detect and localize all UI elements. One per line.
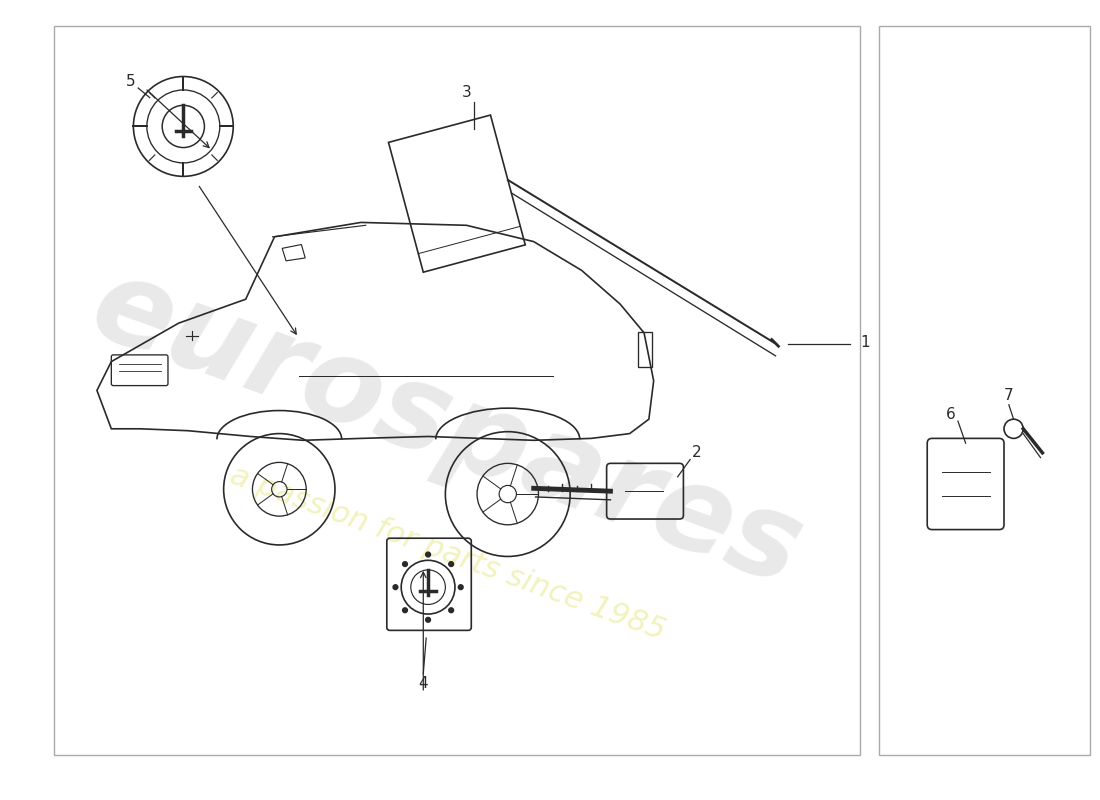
Circle shape (426, 618, 430, 622)
Circle shape (449, 608, 453, 613)
Text: 7: 7 (1004, 388, 1013, 402)
Bar (879, 26, 1090, 755)
Circle shape (393, 585, 398, 590)
Text: eurospares: eurospares (77, 247, 817, 610)
Text: 6: 6 (946, 407, 956, 422)
Text: 5: 5 (125, 74, 135, 89)
Text: 2: 2 (692, 446, 702, 460)
Bar (54, 26, 860, 755)
Circle shape (403, 608, 407, 613)
Text: 3: 3 (462, 86, 472, 100)
Circle shape (403, 562, 407, 566)
Circle shape (426, 552, 430, 557)
Text: 4: 4 (418, 676, 428, 690)
Text: 1: 1 (860, 335, 870, 350)
Circle shape (459, 585, 463, 590)
Circle shape (449, 562, 453, 566)
Text: a passion for parts since 1985: a passion for parts since 1985 (226, 461, 669, 646)
